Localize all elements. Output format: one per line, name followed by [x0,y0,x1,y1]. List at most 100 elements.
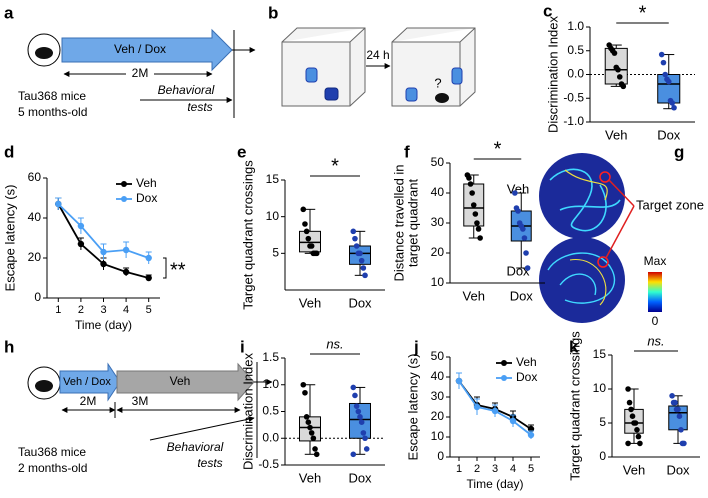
data-point [520,226,526,232]
significance: ns. [326,336,343,351]
data-point [616,74,623,80]
y-tick-label: 10 [593,381,607,395]
y-axis-label: Escape latency (s) [405,354,420,461]
object [305,67,318,83]
x-tick-label: Veh [605,127,627,142]
arena [391,27,476,107]
y-axis-label: target quadrant [405,179,420,268]
delay-label: 24 h [366,48,389,62]
data-point [303,228,310,235]
scale-min: 0 [652,314,659,328]
y-tick-label: 40 [28,210,42,224]
heatmaps-g [539,153,662,323]
data-point [305,419,312,426]
box [657,74,681,104]
x-tick-label: Veh [463,288,485,303]
mouse [435,93,449,103]
y-tick-label: 10 [431,275,445,289]
data-point [352,392,358,399]
data-point [637,440,643,447]
y-tick-label: 1.0 [567,19,584,33]
y-tick-label: 1.5 [262,350,279,364]
tests-arrow [149,416,255,441]
y-tick-label: 60 [28,170,42,184]
data-point [477,235,483,241]
x-tick-label: 4 [510,463,516,475]
treatment-arrow [59,362,121,402]
significance-bracket [163,257,167,279]
object [451,67,463,85]
mouse-body [35,47,53,59]
data-point [353,403,360,409]
significance: * [331,155,339,177]
data-point [362,272,368,279]
tests-label: tests [197,456,222,470]
data-point [302,389,308,396]
data-point [662,71,669,78]
x-tick-label: 4 [123,304,129,316]
track [547,252,615,304]
panel-label: e [237,142,246,161]
data-point [629,413,636,420]
y-tick-label: 20 [431,409,445,423]
age-label: 5 months-old [18,105,87,119]
significance: * [639,2,647,24]
data-point [360,430,367,436]
data-point [353,243,360,249]
data-point [512,190,518,196]
data-point [358,257,365,264]
x-axis-label: Time (day) [467,477,524,491]
x-tick-label: Dox [348,295,372,310]
legend-marker [121,196,127,202]
y-tick-label: 5 [599,415,606,429]
question-mark: ? [434,75,441,90]
target-zone [597,256,609,268]
arena [281,27,366,107]
x-tick-label: Veh [623,462,645,477]
marker [145,274,152,282]
scale-max: Max [644,254,667,268]
data-point [475,226,482,232]
significance: * [494,138,502,160]
panel-label: g [674,142,684,161]
y-tick-label: 20 [28,250,42,264]
y-tick-label: 40 [431,185,445,199]
marker [455,377,463,385]
panel-label: b [268,3,278,22]
y-tick-label: 0.5 [262,404,279,418]
x-tick-label: Veh [299,295,321,310]
x-tick-label: Dox [657,127,681,142]
target-zone [599,171,611,183]
y-tick-label: 5 [272,246,279,260]
significance: ns. [647,333,664,348]
y-tick-label: 10 [431,429,445,443]
arrow-label: Veh [170,374,191,388]
legend-label: Veh [516,355,537,369]
data-point [665,78,672,85]
y-axis-label: Distance travelled in [391,164,406,281]
timeline-h [27,362,273,458]
y-tick-label: 0 [34,290,41,304]
colorbar [648,272,662,312]
data-point [313,451,320,458]
arrow-label: Veh / Dox [63,376,111,388]
marker [145,254,152,262]
significance: ** [170,259,186,281]
panel-label: d [4,142,14,161]
data-point [300,206,307,213]
row-label: Dox [506,263,530,278]
x-tick-label: 1 [55,304,61,316]
data-point [635,433,642,440]
x-tick-label: 5 [528,463,534,475]
washout-arrow [116,362,255,402]
data-point [350,384,357,391]
object [324,87,339,101]
treatment-arrow [61,28,233,72]
data-point [307,424,313,431]
data-point [620,83,627,90]
tests-label: Behavioral [167,440,224,454]
data-point [303,414,310,420]
data-point [308,243,315,249]
data-point [660,59,667,66]
data-point [308,430,315,436]
